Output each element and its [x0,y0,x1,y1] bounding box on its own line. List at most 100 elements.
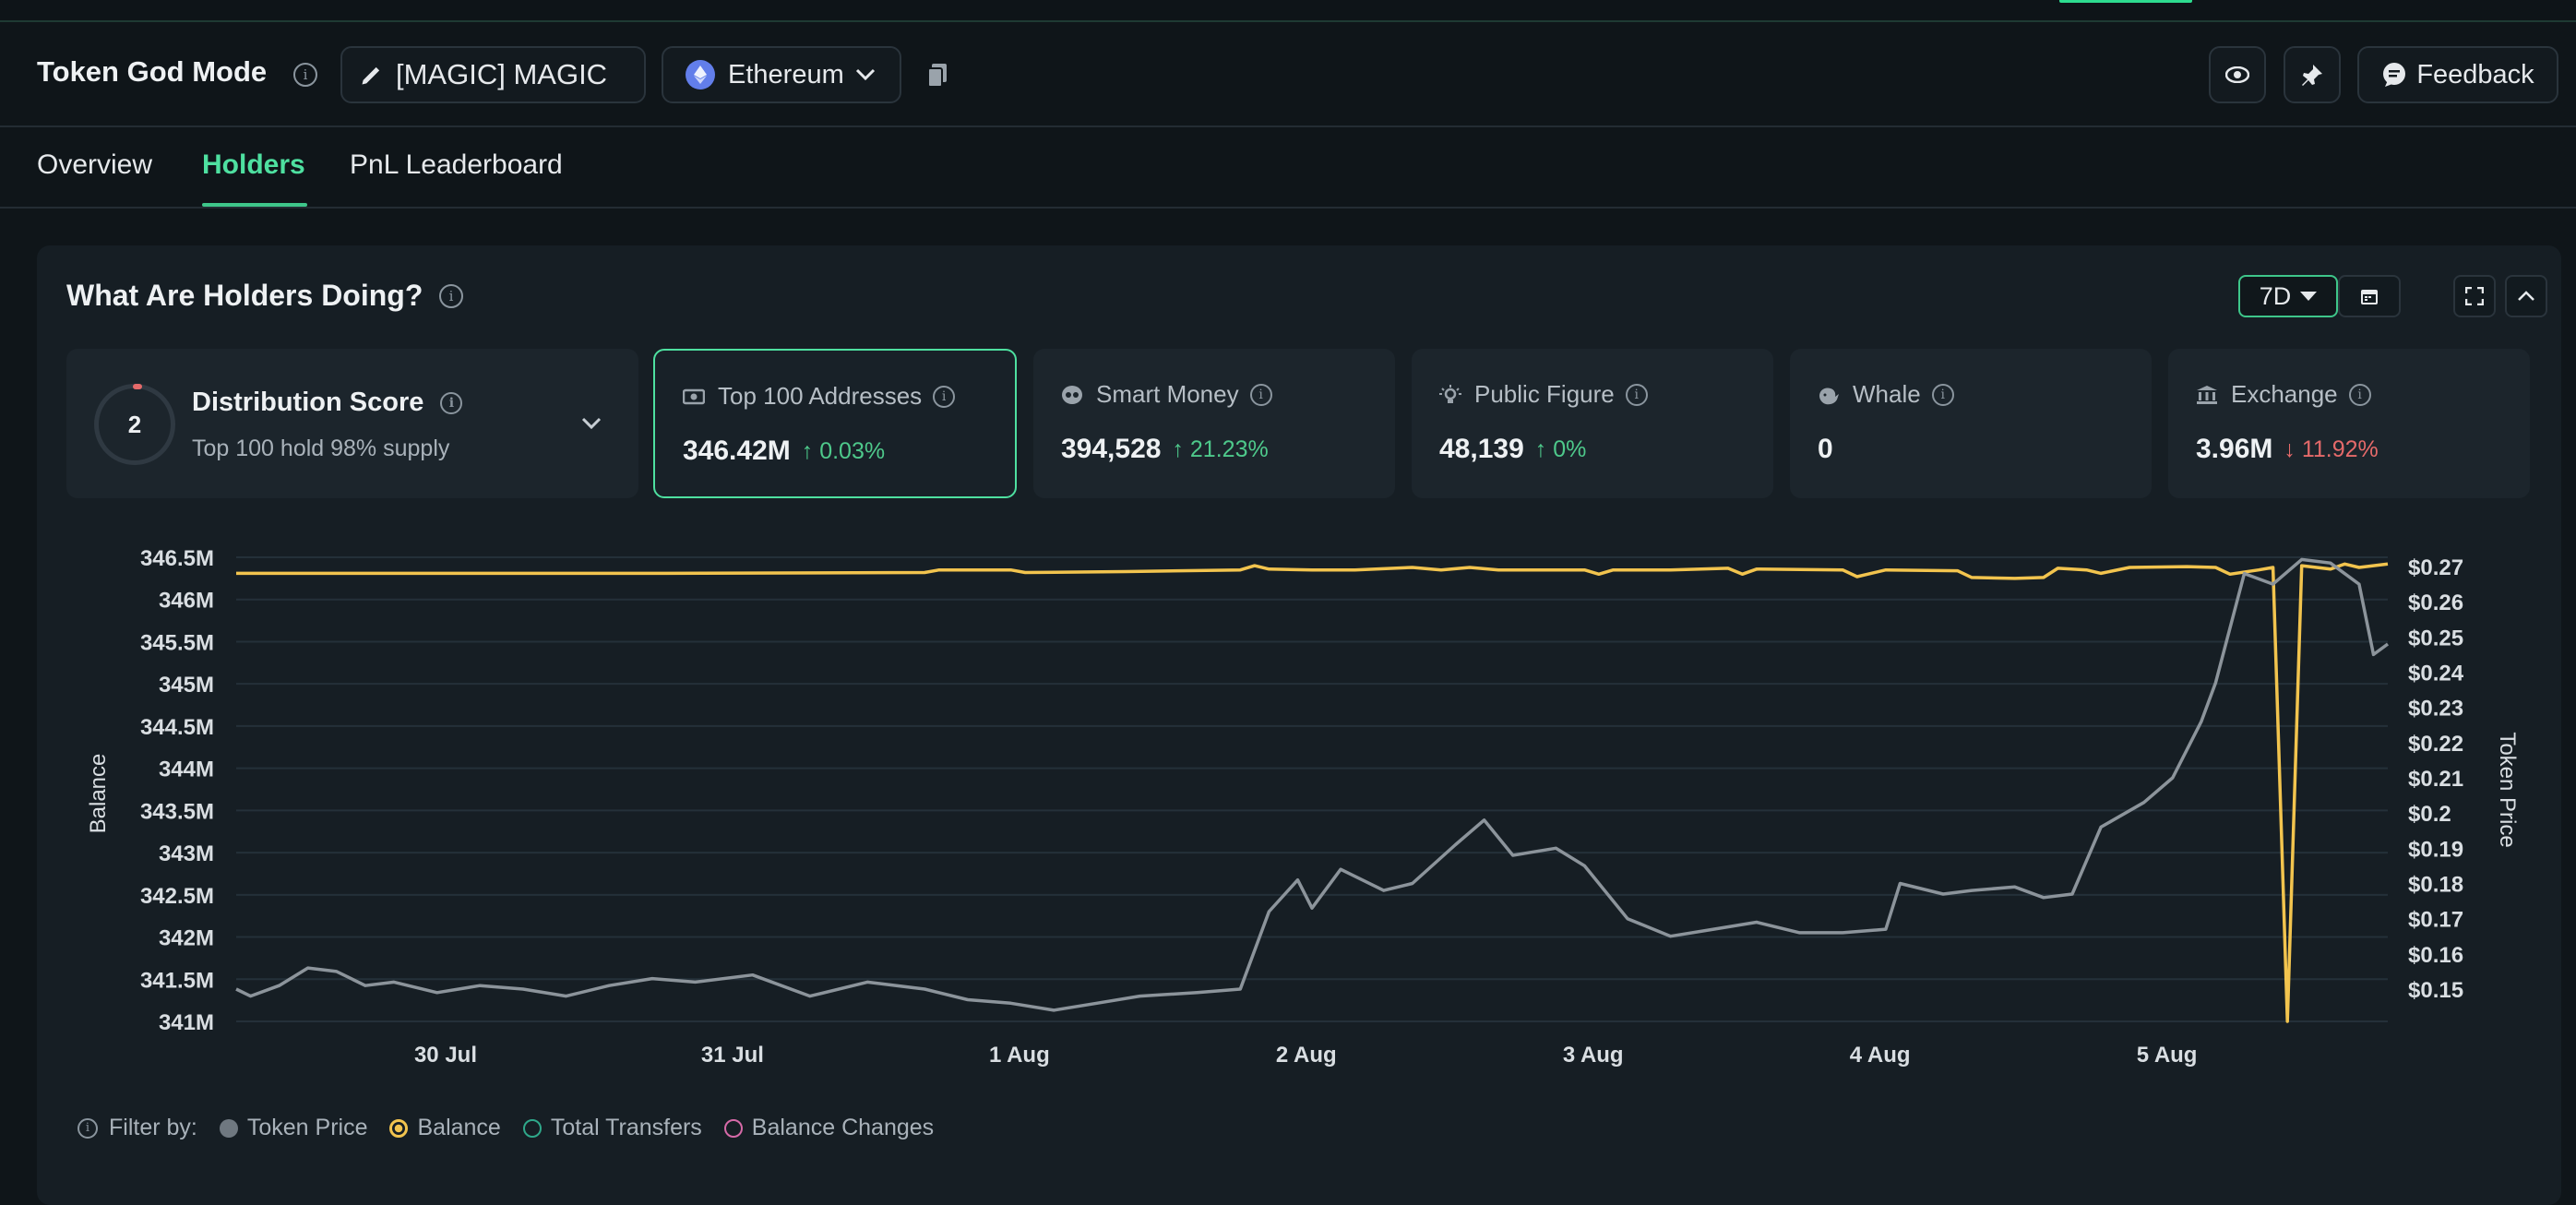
distribution-title: Distribution Score i [192,388,463,418]
card-exchange[interactable]: Exchange i 3.96M ↓ 11.92% [2168,349,2530,498]
chain-selector[interactable]: Ethereum [662,46,901,103]
fullscreen-button[interactable] [2453,275,2496,317]
card-value: 0 [1818,434,1833,465]
y-right-tick: $0.27 [2408,555,2463,580]
x-tick: 31 Jul [701,1043,764,1068]
card-label: Whale i [1818,380,1954,409]
chain-label: Ethereum [728,59,844,89]
radio-dot [522,1118,542,1138]
change-value: 0.03% [819,437,886,464]
filter-item-label: Balance [417,1115,501,1140]
y-right-tick: $0.25 [2408,626,2463,650]
chat-icon [2383,63,2406,87]
chevron-up-icon [2518,291,2534,301]
whale-icon [1819,387,1839,404]
brain-icon [1062,385,1082,404]
y-left-tick: 344.5M [140,715,214,740]
change-value: 21.23% [1189,435,1269,462]
y-left-tick: 341.5M [140,968,214,993]
distribution-title-label: Distribution Score [192,388,424,417]
y-axis-label-right: Token Price [2495,732,2520,847]
y-right-tick: $0.16 [2408,943,2463,968]
info-icon[interactable]: i [439,284,463,308]
filter-total-transfers[interactable]: Total Transfers [522,1115,702,1141]
card-value-text: 48,139 [1439,434,1524,464]
feedback-button[interactable]: Feedback [2357,46,2558,103]
distribution-subtitle: Top 100 hold 98% supply [192,435,450,461]
info-icon[interactable]: i [440,391,463,414]
info-icon[interactable]: i [1931,383,1954,406]
range-select[interactable]: 7D [2238,275,2338,317]
y-right-tick: $0.21 [2408,767,2463,792]
card-top-100-addresses[interactable]: Top 100 Addresses i 346.42M ↑ 0.03% [653,349,1017,498]
info-icon[interactable]: i [2348,383,2371,406]
pin-button[interactable] [2284,46,2341,103]
y-left-tick: 342M [159,926,214,951]
score-value: 2 [127,410,142,438]
range-value: 7D [2259,281,2292,310]
calendar-button[interactable] [2338,275,2401,317]
bank-icon [2197,385,2217,404]
y-left-tick: 341M [159,1010,214,1035]
change-up: ↑ 0.03% [801,437,886,464]
filter-bar: i Filter by: Token Price Balance Total T… [78,1115,956,1141]
x-tick: 5 Aug [2137,1043,2198,1068]
token-price-line [235,557,2390,1012]
top-strip [0,0,2576,22]
panel-title: What Are Holders Doing? [66,279,423,312]
money-icon [683,388,705,404]
tab-overview[interactable]: Overview [37,149,153,180]
change-down: ↓ 11.92% [2284,435,2379,462]
filter-item-label: Balance Changes [751,1115,935,1140]
token-selector[interactable]: [MAGIC] MAGIC [340,46,646,103]
calendar-icon [2361,290,2378,304]
card-label: Exchange i [2196,380,2371,409]
distribution-score-card[interactable]: 2 Distribution Score i Top 100 hold 98% s… [66,349,638,498]
card-smart-money[interactable]: Smart Money i 394,528 ↑ 21.23% [1033,349,1395,498]
tab-holders[interactable]: Holders [202,149,305,180]
y-right-tick: $0.26 [2408,591,2463,615]
card-label-text: Public Figure [1474,380,1615,408]
filter-balance[interactable]: Balance [389,1115,501,1141]
filter-token-price[interactable]: Token Price [219,1115,367,1141]
info-icon[interactable]: i [933,385,956,408]
y-axis-label: Balance [86,754,111,834]
x-tick: 2 Aug [1276,1043,1337,1068]
card-label-text: Smart Money [1096,380,1239,408]
caret-down-icon [2300,292,2318,301]
holders-chart[interactable]: 346.5M 346M 345.5M 345M 344.5M 344M 343.5M 343M… [0,517,2576,1070]
change-value: 11.92% [2301,435,2379,462]
tab-pnl-leaderboard[interactable]: PnL Leaderboard [350,149,563,180]
info-icon[interactable]: i [293,63,317,87]
card-value: 394,528 ↑ 21.23% [1061,434,1269,465]
watch-button[interactable] [2209,46,2266,103]
y-left-tick: 343M [159,841,214,866]
x-tick: 4 Aug [1850,1043,1911,1068]
info-icon[interactable]: i [1249,383,1272,406]
filter-item-label: Total Transfers [550,1115,702,1140]
collapse-button[interactable] [2505,275,2547,317]
y-left-tick: 345.5M [140,630,214,655]
info-icon[interactable]: i [78,1117,98,1139]
chevron-down-icon[interactable] [581,417,602,430]
copy-icon[interactable] [928,64,948,88]
card-whale[interactable]: Whale i 0 [1790,349,2152,498]
radio-dot [389,1118,409,1138]
balance-line [236,562,2389,1023]
info-icon[interactable]: i [1625,383,1648,406]
card-value-text: 394,528 [1061,434,1162,464]
score-marker [133,384,142,389]
token-label: [MAGIC] MAGIC [396,58,608,90]
active-tab-indicator [202,203,307,207]
card-value-text: 3.96M [2196,434,2273,464]
y-left-tick: 344M [159,758,214,782]
lightbulb-icon [1439,384,1461,403]
card-label-text: Exchange [2231,380,2338,408]
radio-dot [219,1118,238,1138]
card-label: Public Figure i [1439,380,1648,409]
top-accent [2059,0,2192,3]
filter-balance-changes[interactable]: Balance Changes [723,1115,935,1141]
card-label: Smart Money i [1061,380,1272,409]
card-public-figure[interactable]: Public Figure i 48,139 ↑ 0% [1412,349,1773,498]
tab-bar: Overview Holders PnL Leaderboard [0,127,2576,209]
